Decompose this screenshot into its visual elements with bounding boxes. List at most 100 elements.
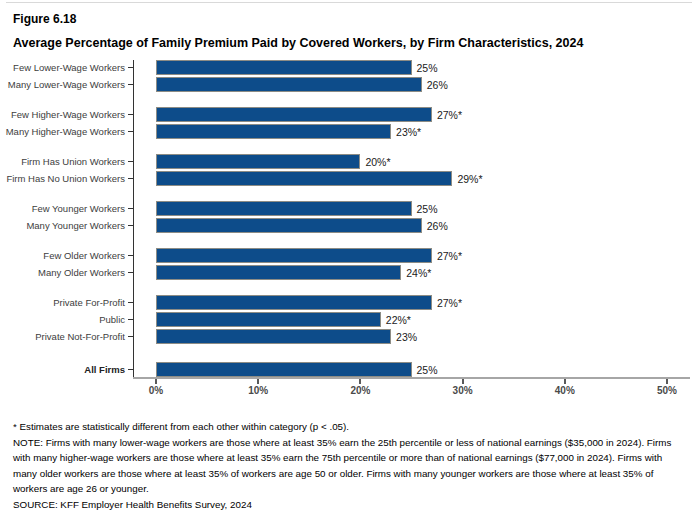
category-label-cell: Private Not-For-Profit <box>0 331 133 342</box>
category-label: All Firms <box>84 364 125 375</box>
x-tick-mark <box>155 379 157 384</box>
chart-row: Private Not-For-Profit 23% <box>0 329 698 344</box>
y-axis-line <box>133 60 134 377</box>
category-label-cell: Many Lower-Wage Workers <box>0 79 133 90</box>
bar-group: Few Younger Workers 25% Many Younger Worke… <box>0 201 698 233</box>
chart-row: Few Younger Workers 25% <box>0 201 698 216</box>
category-label: Private Not-For-Profit <box>35 331 125 342</box>
value-label: 24%* <box>406 267 431 279</box>
category-label-cell: Firm Has No Union Workers <box>0 173 133 184</box>
value-label: 27%* <box>437 297 462 309</box>
chart-row: Firm Has No Union Workers 29%* <box>0 171 698 186</box>
value-label: 20%* <box>365 156 390 168</box>
bar-track: 22%* <box>133 312 698 327</box>
chart-row: Many Lower-Wage Workers 26% <box>0 77 698 92</box>
value-label: 23% <box>396 331 417 343</box>
chart-row: Many Younger Workers 26% <box>0 218 698 233</box>
bar-private-for-profit <box>156 295 432 310</box>
bar-track: 26% <box>133 77 698 92</box>
category-label-cell: Private For-Profit <box>0 297 133 308</box>
bar-many-higher-wage-workers <box>156 124 391 139</box>
x-tick-mark <box>564 379 566 384</box>
category-label-cell: Many Younger Workers <box>0 220 133 231</box>
bar-track: 25% <box>133 362 698 377</box>
top-divider <box>6 2 692 3</box>
bar-public <box>156 312 381 327</box>
category-label-cell: Public <box>0 314 133 325</box>
bar-many-older-workers <box>156 265 401 280</box>
figure-number: Figure 6.18 <box>13 12 684 26</box>
bar-track: 25% <box>133 201 698 216</box>
x-tick-mark <box>359 379 361 384</box>
chart-row: Public 22%* <box>0 312 698 327</box>
x-tick-label: 0% <box>149 385 163 396</box>
chart-row: Private For-Profit 27%* <box>0 295 698 310</box>
footnotes: * Estimates are statistically different … <box>0 405 698 512</box>
value-label: 27%* <box>437 109 462 121</box>
category-label: Few Younger Workers <box>32 203 125 214</box>
bar-few-older-workers <box>156 248 432 263</box>
category-label: Many Younger Workers <box>26 220 125 231</box>
x-tick-mark <box>257 379 259 384</box>
category-label-cell: Few Lower-Wage Workers <box>0 62 133 73</box>
chart-row: All Firms 25% <box>0 362 698 377</box>
x-axis: 0%10%20%30%40%50% <box>0 377 698 405</box>
x-tick-label: 40% <box>555 385 575 396</box>
category-label-cell: Few Higher-Wage Workers <box>0 109 133 120</box>
value-label: 25% <box>417 203 438 215</box>
bar-few-higher-wage-workers <box>156 107 432 122</box>
bar-group: Private For-Profit 27%* Public 22%* Private … <box>0 295 698 344</box>
value-label: 26% <box>427 79 448 91</box>
source-footnote: SOURCE: KFF Employer Health Benefits Sur… <box>13 497 685 513</box>
bar-group: Few Older Workers 27%* Many Older Workers 2… <box>0 248 698 280</box>
value-label: 29%* <box>457 173 482 185</box>
bar-many-younger-workers <box>156 218 422 233</box>
bar-many-lower-wage-workers <box>156 77 422 92</box>
category-label-cell: Few Older Workers <box>0 250 133 261</box>
chart-row: Firm Has Union Workers 20%* <box>0 154 698 169</box>
bar-few-lower-wage-workers <box>156 60 412 75</box>
category-label: Many Lower-Wage Workers <box>8 79 125 90</box>
value-label: 22%* <box>386 314 411 326</box>
bar-chart: Few Lower-Wage Workers 25% Many Lower-Wage… <box>0 60 698 405</box>
category-label: Many Higher-Wage Workers <box>6 126 125 137</box>
category-label-cell: Many Older Workers <box>0 267 133 278</box>
figure-page: Figure 6.18 Average Percentage of Family… <box>0 0 698 525</box>
bar-few-younger-workers <box>156 201 412 216</box>
value-label: 25% <box>417 364 438 376</box>
bar-private-not-for-profit <box>156 329 391 344</box>
value-label: 25% <box>417 62 438 74</box>
chart-row: Many Older Workers 24%* <box>0 265 698 280</box>
bar-track: 27%* <box>133 248 698 263</box>
bar-firm-has-union-workers <box>156 154 360 169</box>
category-label: Firm Has No Union Workers <box>6 173 125 184</box>
bar-track: 20%* <box>133 154 698 169</box>
category-label-cell: Many Higher-Wage Workers <box>0 126 133 137</box>
category-label: Few Lower-Wage Workers <box>13 62 125 73</box>
bar-track: 24%* <box>133 265 698 280</box>
asterisk-footnote: * Estimates are statistically different … <box>13 419 685 435</box>
note-footnote: NOTE: Firms with many lower-wage workers… <box>13 435 685 497</box>
category-label-cell: All Firms <box>0 364 133 375</box>
value-label: 27%* <box>437 250 462 262</box>
bar-track: 23% <box>133 329 698 344</box>
bar-track: 25% <box>133 60 698 75</box>
bar-group: Few Lower-Wage Workers 25% Many Lower-Wage… <box>0 60 698 92</box>
bar-group: Few Higher-Wage Workers 27%* Many Higher-W… <box>0 107 698 139</box>
x-tick-label: 10% <box>248 385 268 396</box>
bar-track: 29%* <box>133 171 698 186</box>
x-tick-mark <box>462 379 464 384</box>
bar-group: All Firms 25% <box>0 362 698 377</box>
category-label: Few Older Workers <box>43 250 125 261</box>
chart-row: Few Older Workers 27%* <box>0 248 698 263</box>
chart-row: Few Lower-Wage Workers 25% <box>0 60 698 75</box>
x-tick-label: 30% <box>453 385 473 396</box>
x-axis-line <box>133 377 690 379</box>
bar-all-firms <box>156 362 412 377</box>
value-label: 26% <box>427 220 448 232</box>
figure-title: Average Percentage of Family Premium Pai… <box>13 33 661 54</box>
category-label: Many Older Workers <box>38 267 125 278</box>
chart-row: Few Higher-Wage Workers 27%* <box>0 107 698 122</box>
category-label-cell: Few Younger Workers <box>0 203 133 214</box>
category-label: Firm Has Union Workers <box>21 156 125 167</box>
